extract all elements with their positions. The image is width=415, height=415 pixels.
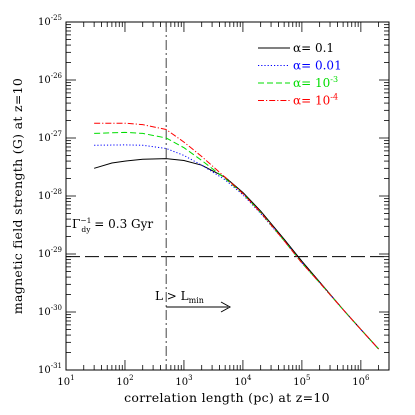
x-axis-label: correlation length (pc) at z=10 — [124, 390, 330, 405]
y-axis-label: magnetic field strength (G) at z=10 — [10, 78, 25, 314]
x-tick-base: 10 — [175, 377, 188, 388]
y-tick-label: 10-25 — [38, 14, 62, 28]
y-tick-base: 10 — [38, 191, 51, 202]
x-tick-label: 101 — [57, 374, 74, 388]
legend-alpha: α= — [293, 41, 311, 55]
ticks-layer — [65, 21, 390, 371]
legend-label-1: α= 0.01 — [293, 59, 342, 73]
legend-alpha: α= — [293, 94, 311, 108]
legend-value: 0.1 — [311, 41, 334, 55]
gamma-text: = 0.3 Gyr — [90, 217, 153, 231]
y-tick-label: 10-26 — [38, 72, 63, 86]
plot-frame — [65, 21, 390, 371]
reference-lines — [66, 22, 389, 370]
y-tick-base: 10 — [38, 17, 51, 28]
y-tick-label: 10-31 — [38, 362, 62, 376]
series-line-2 — [94, 131, 379, 350]
series-line-1 — [94, 144, 379, 350]
lmin-text: L > L — [155, 289, 189, 303]
legend: α= 0.1α= 0.01α= 10-3α= 10-4 — [258, 41, 342, 108]
gamma-symbol: Γ — [72, 217, 80, 231]
y-tick-base: 10 — [38, 133, 51, 144]
legend-value: 0.01 — [311, 59, 342, 73]
x-tick-exp: 4 — [247, 374, 252, 382]
x-tick-exp: 6 — [365, 374, 370, 382]
y-tick-exp: -26 — [51, 72, 63, 80]
legend-value: 10 — [311, 94, 330, 108]
x-tick-base: 10 — [352, 377, 365, 388]
y-tick-exp: -27 — [51, 130, 62, 138]
y-tick-base: 10 — [38, 249, 51, 260]
legend-alpha: α= — [293, 76, 311, 90]
y-tick-base: 10 — [38, 75, 51, 86]
legend-label-0: α= 0.1 — [293, 41, 334, 55]
series-line-0 — [93, 158, 379, 350]
legend-label-3: α= 10-4 — [293, 93, 338, 108]
annotations: Γ−1 dy = 0.3 Gyr L > Lmin — [72, 216, 232, 313]
x-tick-label: 102 — [116, 374, 133, 388]
x-tick-labels: 101 102 103 104 105 106 — [57, 374, 370, 388]
x-tick-exp: 1 — [70, 374, 74, 382]
lmin-sub: min — [189, 296, 204, 305]
x-tick-exp: 2 — [129, 374, 133, 382]
y-tick-label: 10-29 — [38, 246, 62, 260]
legend-exp: -4 — [330, 93, 338, 102]
y-tick-exp: -29 — [51, 246, 62, 254]
x-tick-exp: 3 — [188, 374, 192, 382]
y-tick-label: 10-30 — [38, 304, 62, 318]
series-line-3 — [94, 122, 379, 350]
x-tick-base: 10 — [57, 377, 70, 388]
x-tick-base: 10 — [234, 377, 247, 388]
x-tick-base: 10 — [116, 377, 129, 388]
x-tick-base: 10 — [293, 377, 306, 388]
y-tick-base: 10 — [38, 307, 51, 318]
y-tick-base: 10 — [38, 365, 51, 376]
x-tick-label: 103 — [175, 374, 192, 388]
legend-exp: -3 — [330, 75, 338, 84]
x-tick-exp: 5 — [306, 374, 310, 382]
series-layer — [93, 122, 379, 350]
lmin-annotation: L > Lmin — [155, 289, 204, 305]
lmin-arrow-head — [220, 301, 232, 313]
legend-label-2: α= 10-3 — [293, 75, 338, 90]
gamma-sup: −1 — [80, 216, 91, 225]
x-tick-label: 104 — [234, 374, 252, 388]
y-tick-exp: -31 — [51, 362, 62, 370]
y-tick-label: 10-27 — [38, 130, 62, 144]
y-tick-label: 10-28 — [38, 188, 62, 202]
y-tick-exp: -25 — [51, 14, 62, 22]
y-tick-exp: -28 — [51, 188, 62, 196]
x-tick-label: 105 — [293, 374, 310, 388]
legend-alpha: α= — [293, 59, 311, 73]
legend-value: 10 — [311, 76, 330, 90]
gamma-sub: dy — [81, 225, 91, 234]
timescale-annotation: Γ−1 dy = 0.3 Gyr — [72, 216, 153, 234]
y-tick-exp: -30 — [51, 304, 62, 312]
x-tick-label: 106 — [352, 374, 370, 388]
